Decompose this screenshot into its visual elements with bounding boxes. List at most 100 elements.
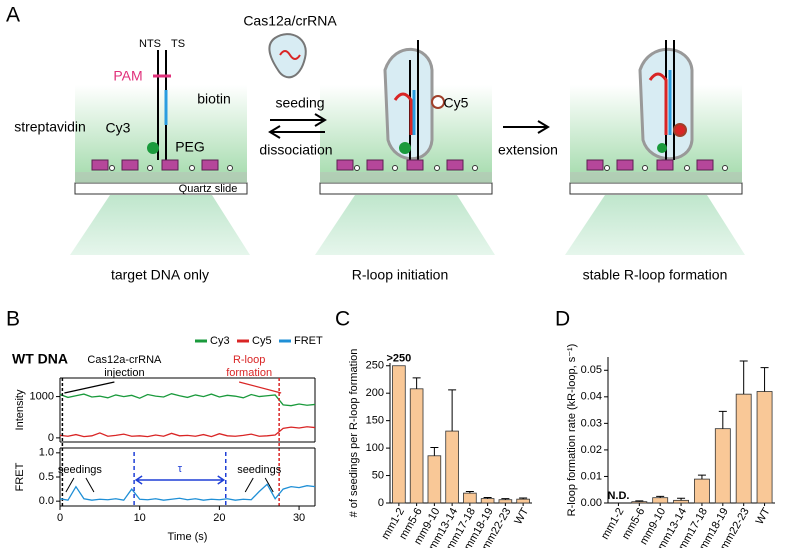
annotation-arrow	[64, 381, 115, 394]
peg-layer	[75, 172, 247, 183]
slide	[569, 182, 743, 195]
diagram-panel: A NTS TS PAM Cy3 streptavidin biotin PEG…	[6, 4, 745, 283]
legend-label: Cy3	[210, 335, 230, 347]
x-tick-label: 10	[134, 512, 146, 524]
annotation-arrow	[238, 381, 282, 394]
trace	[59, 483, 316, 501]
streptavidin	[366, 159, 384, 171]
x-tick-label: 20	[213, 512, 225, 524]
beam	[565, 195, 745, 255]
y-axis-label: FRET	[14, 462, 26, 491]
error-bar	[430, 447, 439, 456]
label: Cy5	[444, 95, 469, 111]
streptavidin	[91, 159, 109, 171]
dwell-arrow	[134, 475, 226, 485]
biotin	[227, 165, 233, 171]
label: extension	[498, 142, 558, 158]
y-tick-label: 0	[378, 497, 384, 509]
error-bar	[739, 360, 748, 395]
stage-label: target DNA only	[111, 267, 209, 283]
y-tick-label: 1.0	[39, 447, 54, 459]
streptavidin	[696, 159, 714, 171]
annotation-arrow	[65, 477, 95, 493]
biotin	[604, 165, 610, 171]
y-axis-label: Intensity	[14, 389, 26, 430]
bar	[652, 497, 669, 504]
stage-label: stable R-loop formation	[583, 267, 728, 283]
label: seeding	[275, 95, 324, 111]
error-bar	[465, 490, 474, 494]
error-bar	[501, 498, 510, 500]
y-tick-label: 0.02	[581, 444, 602, 456]
error-bar	[519, 497, 528, 500]
biotin	[392, 165, 398, 171]
y-tick-label: 50	[372, 469, 384, 481]
panel-label: B	[6, 308, 20, 331]
error-bar	[697, 474, 706, 480]
bar	[694, 478, 710, 504]
biotin	[472, 165, 478, 171]
cas12a	[383, 47, 434, 161]
y-tick-label: 250	[366, 360, 384, 372]
stage-label: R-loop initiation	[352, 267, 449, 283]
biotin	[354, 165, 360, 171]
bar	[392, 365, 406, 504]
panel-label: A	[6, 4, 20, 27]
y-tick-label: 1000	[30, 390, 54, 402]
bar	[631, 501, 648, 504]
x-tick-label: WT	[512, 506, 531, 527]
bar	[673, 499, 689, 504]
arrow	[503, 120, 550, 134]
streptavidin	[656, 159, 674, 171]
cas12a-icon	[268, 33, 307, 79]
error-bar	[483, 497, 492, 499]
bar	[445, 430, 459, 504]
x-axis-label: Time (s)	[168, 531, 208, 543]
cy5-dye	[673, 123, 687, 137]
bar	[409, 388, 424, 504]
cy3-dye	[399, 142, 411, 154]
cy3-dye	[147, 142, 159, 154]
streptavidin	[616, 159, 634, 171]
trace	[59, 393, 316, 407]
error-bar	[718, 410, 727, 429]
bar	[463, 492, 477, 504]
y-tick-label: 0.0	[39, 495, 54, 507]
error-bar	[656, 495, 665, 498]
streptavidin	[121, 159, 139, 171]
label: PAM	[113, 68, 142, 84]
y-tick-label: 150	[366, 415, 384, 427]
x-tick-label: 30	[293, 512, 305, 524]
bar	[714, 428, 731, 504]
slide	[319, 182, 493, 195]
label: streptavidin	[14, 119, 86, 135]
biotin	[722, 165, 728, 171]
label: PEG	[175, 139, 205, 155]
label: dissociation	[259, 142, 332, 158]
annotation: Cas12a-crRNA injection	[87, 354, 162, 379]
bar	[756, 391, 773, 504]
panel-label: D	[555, 308, 570, 331]
y-axis-label: R-loop formation rate (kR-loop, s⁻¹)	[566, 344, 578, 517]
value-label: N.D.	[607, 490, 629, 502]
bar	[498, 499, 513, 504]
beam	[315, 195, 495, 255]
label: TS	[171, 38, 185, 50]
error-bar	[760, 367, 769, 392]
x-tick-label: WT	[754, 506, 773, 527]
annotation-arrow	[244, 477, 274, 493]
y-tick-label: 0.01	[581, 470, 602, 482]
y-tick-label: 0.00	[581, 497, 602, 509]
peg-layer	[320, 172, 492, 183]
crrna	[648, 72, 668, 135]
biotin	[189, 165, 195, 171]
bar	[427, 455, 442, 504]
y-tick-label: 0.5	[39, 471, 54, 483]
bar	[735, 393, 752, 504]
peg-layer	[570, 172, 742, 183]
streptavidin	[201, 159, 219, 171]
legend-label: FRET	[294, 335, 323, 347]
cy5-dye	[431, 95, 445, 109]
bar	[516, 498, 530, 504]
error-bar	[412, 377, 421, 389]
